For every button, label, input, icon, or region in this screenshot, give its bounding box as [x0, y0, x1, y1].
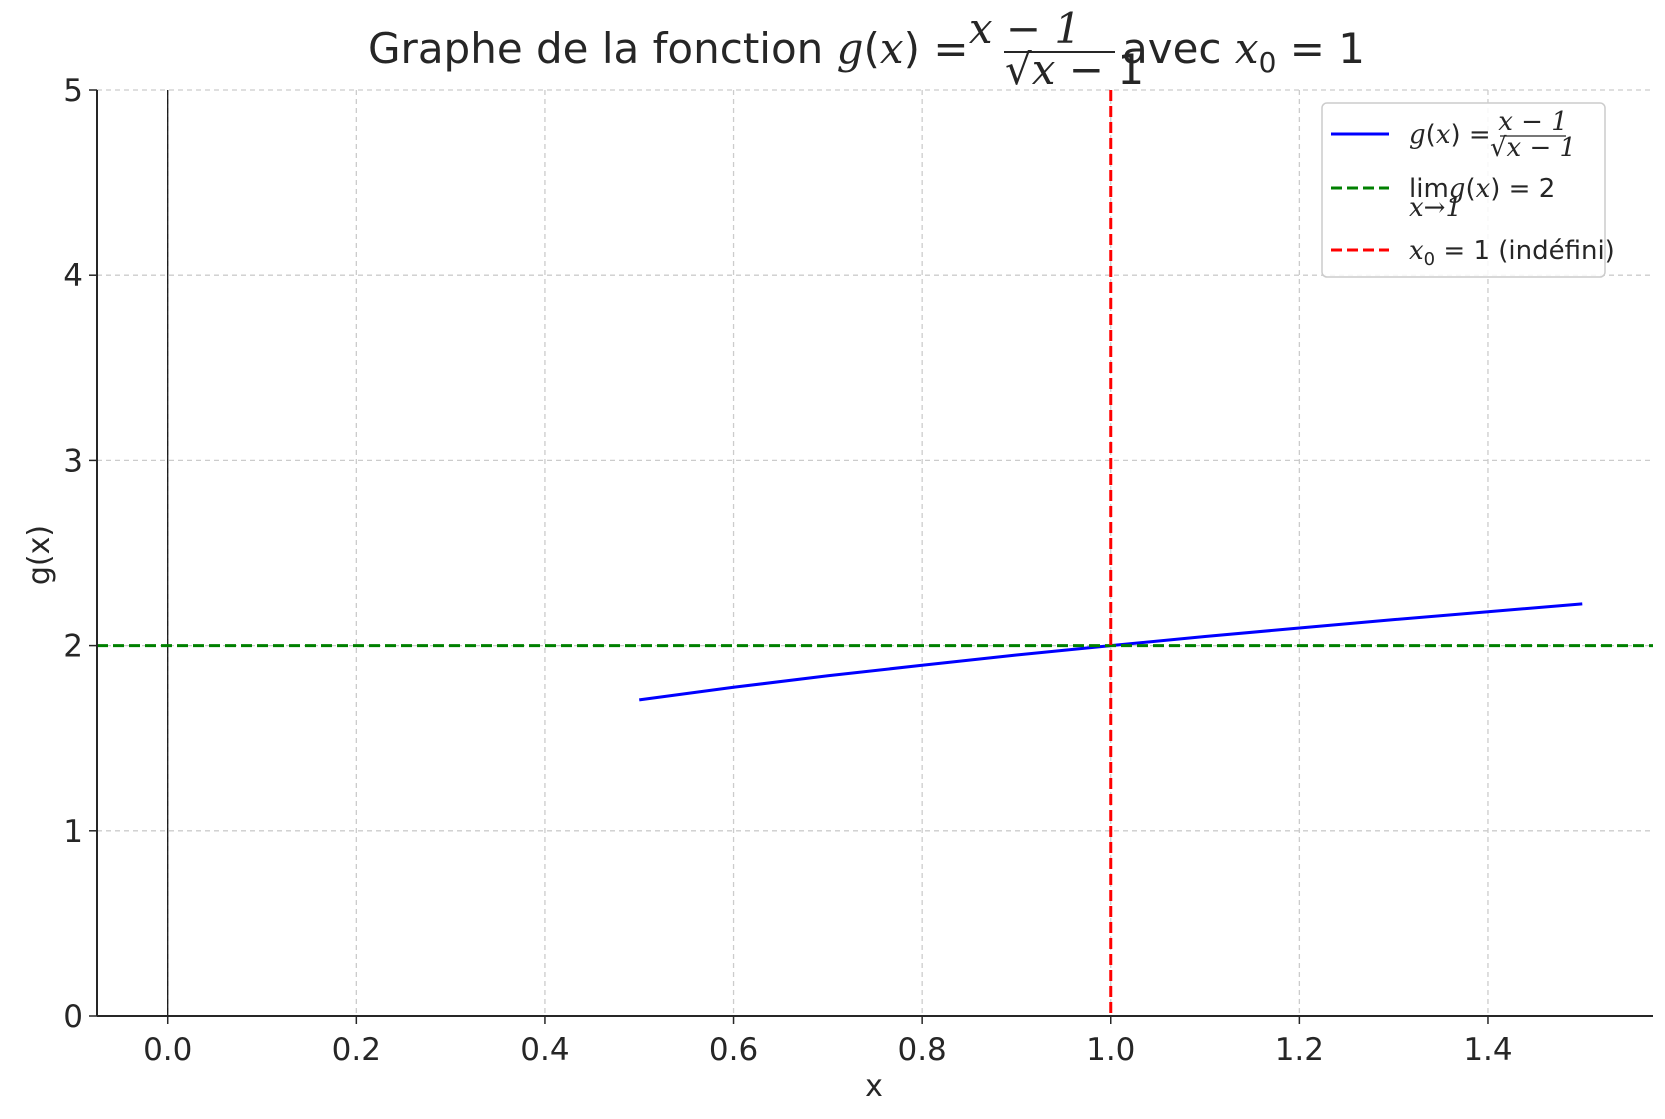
y-tick-layer: 0 1 2 3 4 5	[63, 73, 97, 1035]
title-paren-close: )	[904, 24, 920, 73]
title-x0-eq: = 1	[1276, 24, 1365, 73]
legend-box	[1321, 102, 1606, 278]
title-sqrt-sign: √	[1005, 45, 1032, 94]
x-tick-label: 0.6	[709, 1032, 758, 1068]
x-tick-label: 1.0	[1086, 1032, 1135, 1068]
legend-limit-g: g	[1449, 174, 1466, 204]
x-tick-layer: 0.0 0.2 0.4 0.6 0.8 1.0 1.2 1.4	[143, 1016, 1513, 1068]
legend-g-numerator: x − 1	[1498, 107, 1568, 137]
legend: g(x) = x − 1 √x − 1 limg(x) = 2 x→1 x0 =…	[1321, 102, 1615, 278]
x-axis-label: x	[865, 1069, 883, 1104]
x-tick-label: 1.2	[1275, 1032, 1324, 1068]
legend-g-denominator: √x − 1	[1490, 133, 1576, 163]
title-g: g	[837, 24, 864, 73]
title-x0-sub: 0	[1259, 46, 1277, 79]
svg-text:√x − 1: √x − 1	[1005, 45, 1144, 94]
legend-limit-lim: lim	[1409, 174, 1449, 204]
legend-g-pc: )	[1450, 120, 1460, 150]
legend-x0-sub: 0	[1424, 249, 1435, 270]
legend-g-eq: =	[1461, 120, 1491, 150]
y-tick-label: 5	[63, 73, 83, 109]
legend-g-x: x	[1436, 120, 1451, 150]
y-tick-label: 3	[63, 443, 83, 479]
legend-limit-eq: = 2	[1500, 174, 1555, 204]
legend-x0-rest: (indéfini)	[1490, 236, 1615, 266]
svg-text:g(x) =: g(x) =	[1409, 120, 1491, 150]
chart-title: Graphe de la fonction g(x) = x − 1 √x − …	[368, 4, 1365, 94]
legend-limit-sub: x→1	[1409, 193, 1462, 223]
legend-limit-x: x	[1476, 174, 1491, 204]
x-tick-label: 0.4	[520, 1032, 569, 1068]
x-tick-label: 0.0	[143, 1032, 192, 1068]
svg-text:avec x0 = 1: avec x0 = 1	[1122, 24, 1365, 79]
svg-text:Graphe de la fonction g(x) =: Graphe de la fonction g(x) =	[368, 24, 969, 73]
series-layer	[97, 90, 1653, 1016]
title-numerator: x − 1	[969, 4, 1081, 53]
title-paren-open: (	[864, 24, 880, 73]
y-axis-label: g(x)	[22, 525, 57, 585]
title-prefix: Graphe de la fonction	[368, 24, 837, 73]
legend-g-name: g	[1409, 120, 1426, 150]
title-x: x	[880, 24, 904, 73]
legend-g-po: (	[1426, 120, 1436, 150]
y-tick-label: 4	[63, 258, 83, 294]
legend-limit-po: (	[1465, 174, 1475, 204]
svg-text:x0 = 1 (indéfini): x0 = 1 (indéfini)	[1409, 236, 1615, 270]
legend-x0-x: x	[1409, 236, 1424, 266]
title-x0-var: x	[1235, 24, 1259, 73]
x-tick-label: 0.8	[897, 1032, 946, 1068]
x-tick-label: 0.2	[332, 1032, 381, 1068]
legend-x0-eq: = 1	[1435, 236, 1490, 266]
title-denominator-rest: − 1	[1055, 45, 1144, 94]
y-tick-label: 1	[63, 814, 83, 850]
title-suffix: avec	[1122, 24, 1235, 73]
title-denominator-x: x	[1032, 45, 1056, 94]
y-tick-label: 0	[63, 999, 83, 1035]
legend-limit-pc: )	[1490, 174, 1500, 204]
title-equals: =	[920, 24, 969, 73]
svg-text:limg(x) = 2: limg(x) = 2	[1409, 174, 1555, 204]
y-tick-label: 2	[63, 629, 83, 665]
x-tick-label: 1.4	[1463, 1032, 1512, 1068]
